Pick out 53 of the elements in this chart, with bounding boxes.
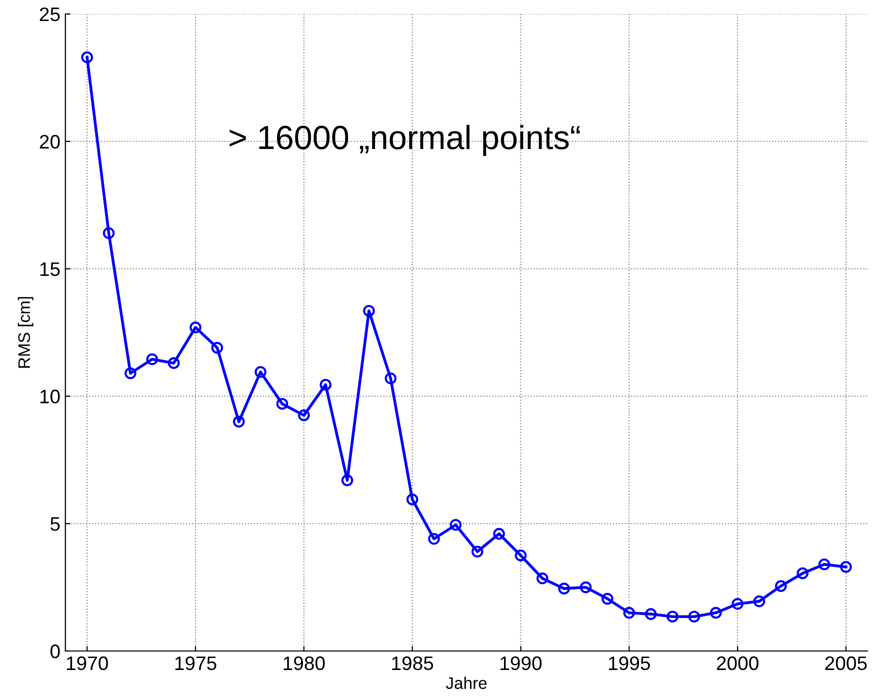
point <box>580 581 592 594</box>
point <box>666 610 678 623</box>
x-tick-label: 1975 <box>175 656 216 670</box>
point <box>428 532 440 545</box>
x-tick-label: 1990 <box>500 656 542 670</box>
point <box>341 474 354 486</box>
point <box>514 550 527 562</box>
point <box>775 580 787 592</box>
y-tick-label: 0 <box>50 644 60 658</box>
point <box>644 608 657 620</box>
y-tick-label: 20 <box>40 134 60 149</box>
y-axis-title: RMS [cm] <box>18 297 34 368</box>
x-tick-label: 2000 <box>716 656 758 670</box>
point <box>363 304 375 317</box>
y-tick-label: 5 <box>50 517 60 531</box>
point <box>818 558 830 570</box>
point <box>753 595 766 608</box>
point <box>688 610 700 623</box>
point <box>190 322 202 334</box>
point <box>211 342 224 354</box>
x-axis-title: Jahre <box>446 676 487 690</box>
point <box>840 561 852 573</box>
point <box>320 378 332 391</box>
y-tick-label: 10 <box>40 390 60 404</box>
point <box>168 357 180 369</box>
point <box>254 366 266 378</box>
point <box>796 567 808 580</box>
point <box>732 598 744 610</box>
x-tick-label: 2005 <box>825 656 867 670</box>
point <box>710 606 722 619</box>
x-tick-label: 1985 <box>392 656 434 670</box>
point <box>102 227 115 240</box>
point <box>493 528 505 540</box>
point <box>298 409 310 422</box>
point <box>602 592 614 605</box>
point <box>558 582 570 594</box>
point <box>450 518 462 531</box>
point <box>406 493 418 506</box>
y-tick-label: 25 <box>40 7 60 22</box>
point <box>536 572 548 584</box>
point <box>276 398 288 410</box>
annotation: > 16000 „normal points“ <box>230 124 580 156</box>
point <box>81 51 93 64</box>
point <box>384 372 397 384</box>
point <box>146 353 158 366</box>
x-tick-label: 1970 <box>66 656 108 670</box>
point <box>471 546 484 558</box>
point <box>124 367 136 380</box>
x-tick-label: 1995 <box>608 656 650 670</box>
point <box>232 416 245 428</box>
y-tick-label: 15 <box>40 262 60 276</box>
point <box>623 606 636 619</box>
x-tick-label: 1980 <box>284 656 325 670</box>
